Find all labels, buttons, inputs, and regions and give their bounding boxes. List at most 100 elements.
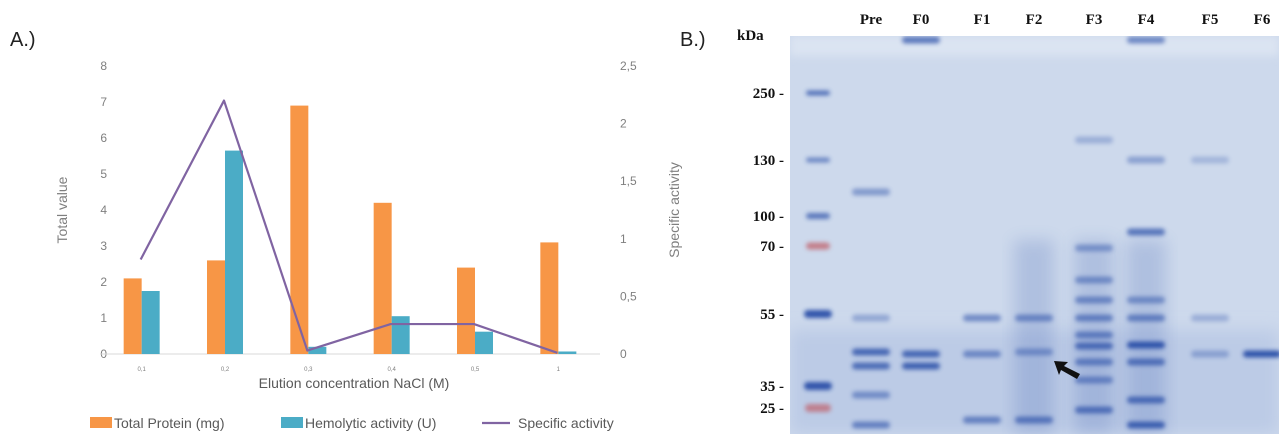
gel-lane-label: F5 [1202,12,1219,28]
gel-band [1075,136,1113,144]
panel-b-label: B.) [680,29,706,51]
y-tick-label: 8 [100,59,107,73]
y2-tick-label: 1 [620,232,627,246]
gel-lane-smear [1014,240,1054,434]
gel-band [963,314,1001,322]
legend-label: Total Protein (mg) [114,415,224,431]
y2-tick-label: 2 [620,117,627,131]
series-total-protein [123,105,559,354]
gel-band [805,404,831,412]
line-specific-activity [139,99,558,354]
gel-band [852,348,890,356]
bar-hemolytic-activity [141,291,160,354]
gel-band [1191,314,1229,322]
y2-axis-label: Specific activity [666,162,682,258]
gel-band [852,188,890,196]
x-tick-label: 0,1 [137,367,146,373]
gel-band [1191,156,1229,164]
bar-hemolytic-activity [308,346,327,354]
bar-total-protein [457,267,475,354]
gel-band [806,242,830,250]
x-axis-ticks: 0,1 0,2 0,3 0,4 0,5 1 [137,367,560,373]
gel-bands [804,36,1279,434]
gel-band [804,310,832,318]
gel-marker-label: 25 - [760,401,784,417]
bar-total-protein [123,278,142,354]
bar-total-protein [207,260,225,354]
gel-lane-label: F1 [974,12,991,28]
gel-band [902,362,940,370]
gel-lane-smear [1126,240,1166,434]
bar-total-protein [540,242,559,354]
gel-band [1127,156,1165,164]
gel-band [963,416,1001,424]
series-hemolytic-activity [141,150,577,354]
y-tick-label: 5 [100,167,107,181]
series-specific-activity [139,99,558,354]
arrow-icon [1054,361,1080,379]
gel-band [1191,350,1229,358]
bar-total-protein [290,105,309,354]
gel-lane-labels: Pre F0 F1 F2 F3 F4 F5 F6 [860,12,1271,28]
x-tick-label: 0,4 [387,367,396,373]
x-axis-label: Elution concentration NaCl (M) [259,375,450,391]
x-tick-label: 0,3 [304,367,313,373]
panel-a-label: A.) [10,29,36,51]
gel-lane-label: F3 [1086,12,1103,28]
gel-marker-label: 130 - [753,153,784,169]
bar-hemolytic-activity [475,331,493,354]
y2-tick-label: 0 [620,347,627,361]
y-tick-label: 1 [100,311,107,325]
bar-total-protein [373,202,392,354]
y-tick-label: 7 [100,95,107,109]
gel-lane-label: F0 [913,12,930,28]
gel-marker-label: 100 - [753,209,784,225]
x-tick-label: 0,2 [221,367,230,373]
gel-band [806,90,830,96]
bar-hemolytic-activity [225,150,243,354]
gel-band [1127,228,1165,236]
bar-hemolytic-activity [391,316,410,354]
gel-band [852,391,890,399]
y2-tick-label: 1,5 [620,174,637,188]
x-tick-label: 0,5 [471,367,480,373]
gel-marker-label: 35 - [760,379,784,395]
gel-marker-label: 55 - [760,307,784,323]
legend-swatch-total-protein [90,417,112,428]
gel-band [902,36,940,44]
panel-b: B.) kDa Pre F0 F1 F2 F3 F4 F5 F6 250 - 130 - 100 … [680,12,1279,434]
gel-lane-label: F2 [1026,12,1043,28]
y-tick-label: 2 [100,275,107,289]
gel-band [1127,36,1165,44]
y-tick-label: 3 [100,239,107,253]
gel-band [804,382,832,390]
y2-axis-ticks: 0 0,5 1 1,5 2 2,5 [620,59,637,361]
y-tick-label: 4 [100,203,107,217]
gel-lane-label: Pre [860,12,883,28]
y2-tick-label: 2,5 [620,59,637,73]
panel-a: A.) 0 1 2 3 4 5 6 7 8 0 0,5 1 1,5 2 2,5 Total value S… [10,29,682,431]
gel-band [852,314,890,322]
gel-marker-label: 250 - [753,86,784,102]
gel-band [852,421,890,429]
x-tick-label: 1 [557,367,561,373]
gel-band [806,213,830,219]
gel-marker-label: 70 - [760,239,784,255]
gel-marker-labels: 250 - 130 - 100 - 70 - 55 - 35 - 25 - [753,86,784,417]
kda-label: kDa [737,28,764,44]
y-tick-label: 6 [100,131,107,145]
legend-label: Hemolytic activity (U) [305,415,436,431]
y2-tick-label: 0,5 [620,289,637,303]
bar-hemolytic-activity [558,351,577,354]
gel-band [1243,350,1279,358]
gel-band [902,350,940,358]
legend-swatch-hemolytic-activity [281,417,303,428]
gel-lane-smear [1074,240,1114,434]
legend: Total Protein (mg) Hemolytic activity (U)… [90,415,614,431]
gel-lane-label: F6 [1254,12,1271,28]
gel-band [806,157,830,163]
y-axis-label: Total value [54,176,70,243]
gel-lane-label: F4 [1138,12,1155,28]
